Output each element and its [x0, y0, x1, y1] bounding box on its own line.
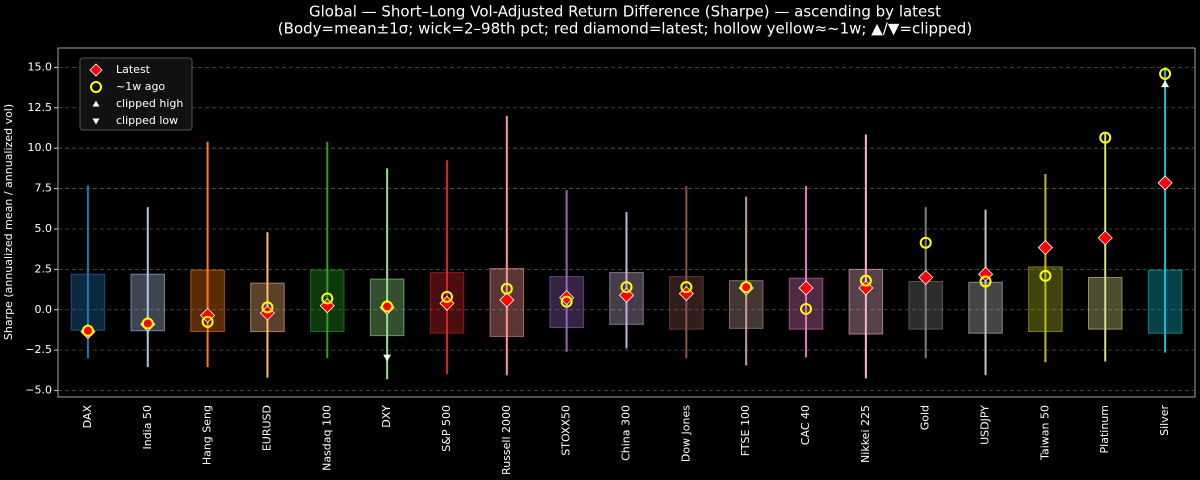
week-ago-marker [1039, 269, 1052, 282]
clipped-low-marker [383, 354, 392, 362]
legend-label: ~1w ago [116, 80, 165, 93]
x-tick-label: India 50 [141, 405, 154, 450]
legend-label: clipped high [116, 97, 183, 110]
week-ago-marker [680, 281, 693, 294]
y-tick-label: 15.0 [28, 60, 53, 73]
x-tick-label: DXY [380, 405, 393, 428]
legend-box [79, 57, 193, 131]
week-ago-marker [859, 274, 872, 287]
legend-marker [90, 81, 102, 93]
latest-marker [1097, 230, 1113, 246]
clipped-high-marker [1161, 80, 1170, 88]
y-tick-label: −5.0 [25, 384, 52, 397]
x-tick-label: STOXX50 [560, 405, 573, 456]
y-tick-label: 2.5 [35, 262, 53, 275]
y-tick-label: 5.0 [35, 222, 53, 235]
week-ago-marker [740, 281, 753, 294]
latest-marker [1037, 239, 1053, 256]
latest-marker [1157, 175, 1173, 191]
week-ago-marker [560, 295, 573, 308]
chart-subtitle: (Body=mean±1σ; wick=2–98th pct; red diam… [278, 20, 972, 38]
x-tick-label: Nasdaq 100 [320, 405, 333, 471]
week-ago-marker [1099, 131, 1112, 144]
week-ago-marker [201, 315, 214, 328]
y-tick-label: 0.0 [35, 303, 53, 316]
x-tick-label: Nikkei 225 [859, 405, 872, 463]
y-tick-label: −2.5 [25, 343, 52, 356]
week-ago-marker [620, 281, 633, 294]
x-tick-label: S&P 500 [440, 405, 453, 452]
x-tick-label: Hang Seng [201, 405, 214, 465]
latest-marker [499, 292, 515, 308]
legend-marker [89, 63, 103, 77]
legend-marker [92, 118, 100, 125]
legend-label: Latest [116, 63, 151, 76]
week-ago-marker [500, 282, 513, 295]
week-ago-marker [261, 301, 274, 314]
latest-marker [918, 269, 934, 286]
x-tick-label: Gold [919, 405, 932, 430]
week-ago-marker [919, 236, 932, 249]
latest-marker [618, 287, 635, 303]
x-tick-label: China 300 [620, 405, 633, 461]
x-tick-label: USDJPY [979, 405, 992, 445]
plot-frame [57, 47, 1196, 398]
week-ago-marker [979, 275, 992, 288]
week-ago-marker [440, 290, 453, 303]
x-tick-label: DAX [81, 405, 94, 429]
x-tick-label: Taiwan 50 [1038, 405, 1051, 461]
legend-label: clipped low [116, 114, 178, 127]
x-tick-label: Dow Jones [679, 405, 692, 462]
y-axis-label: Sharpe (annualized mean / annualized vol… [2, 104, 15, 340]
x-tick-label: CAC 40 [799, 405, 812, 445]
y-tick-label: 12.5 [28, 101, 53, 114]
week-ago-marker [1159, 67, 1172, 80]
week-ago-marker [321, 292, 334, 305]
week-ago-marker [800, 302, 813, 315]
x-tick-label: Silver [1158, 405, 1171, 436]
y-tick-label: 10.0 [28, 141, 53, 154]
y-tick-label: 7.5 [35, 182, 53, 195]
legend-marker [92, 100, 100, 107]
x-tick-label: EURUSD [260, 405, 273, 451]
chart-title: Global — Short–Long Vol-Adjusted Return … [309, 3, 941, 21]
week-ago-marker [81, 324, 94, 337]
x-tick-label: Russell 2000 [500, 405, 513, 475]
latest-marker [798, 280, 814, 296]
week-ago-marker [381, 300, 394, 313]
week-ago-marker [141, 317, 154, 330]
x-tick-label: Platinum [1098, 405, 1111, 453]
x-tick-label: FTSE 100 [739, 405, 752, 456]
